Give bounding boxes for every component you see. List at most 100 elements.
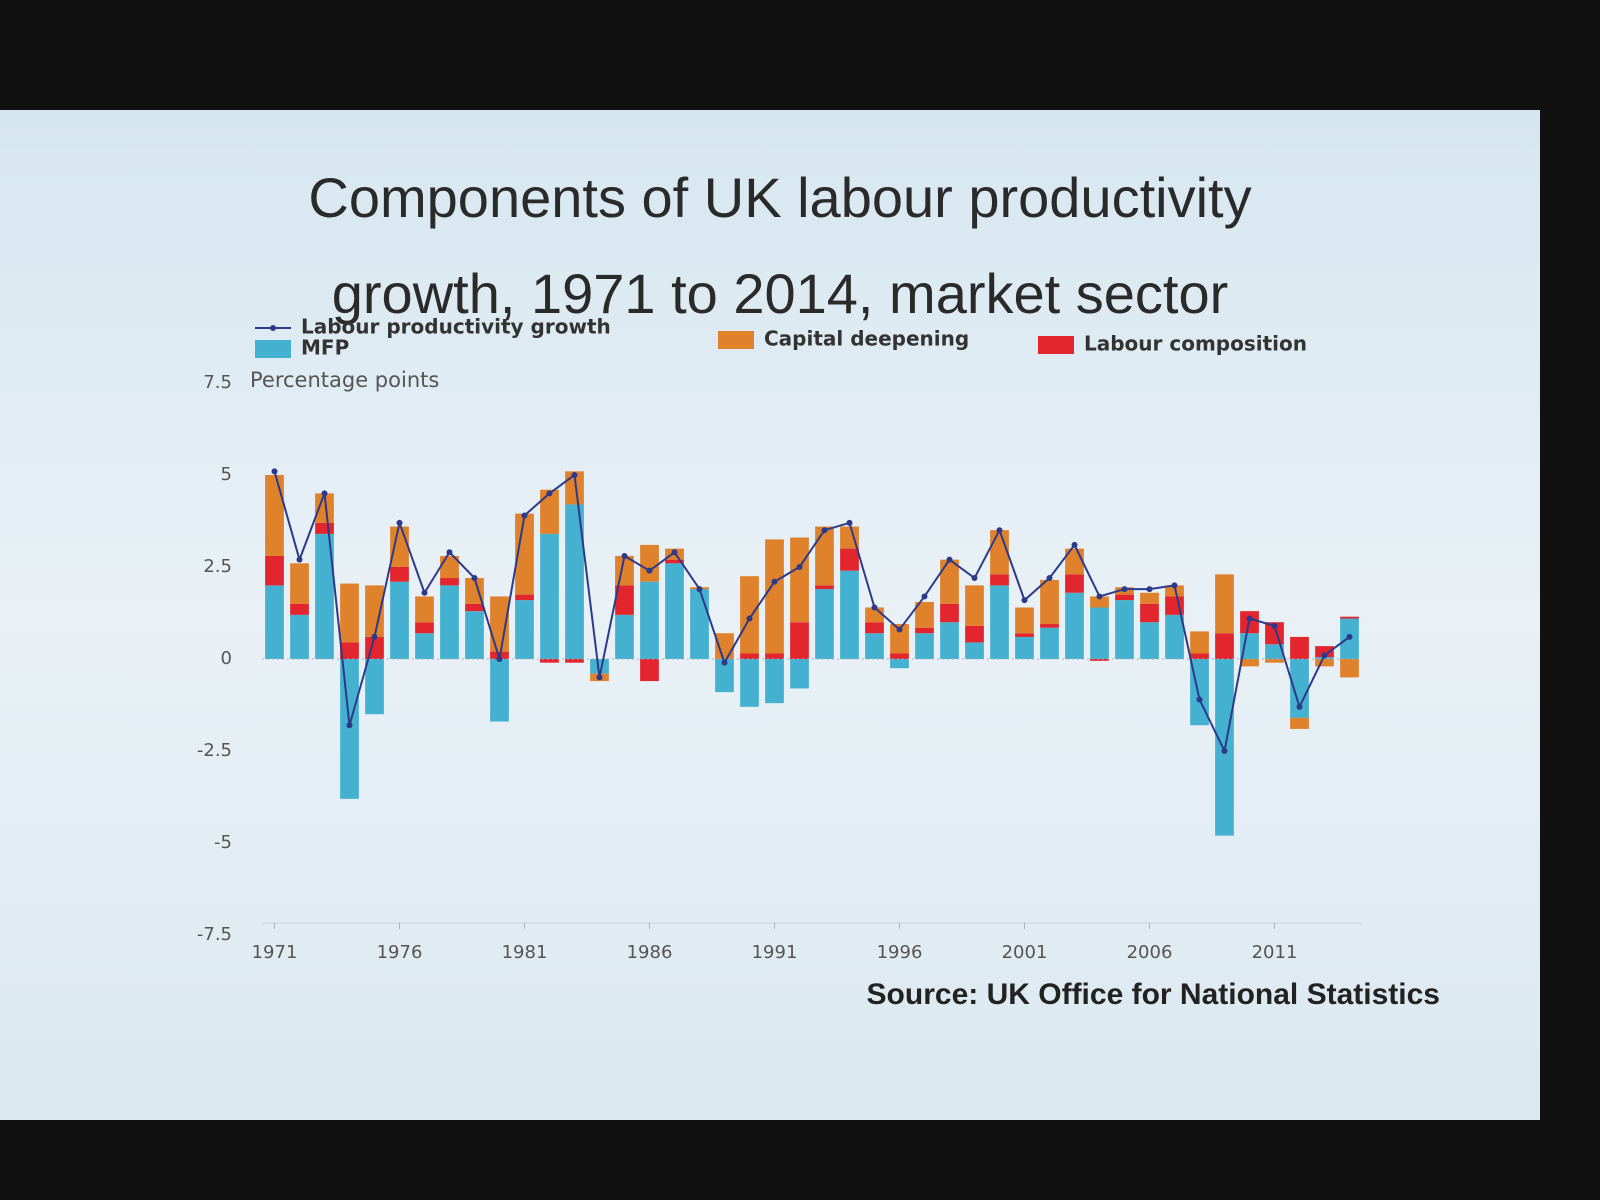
bar-segment	[740, 576, 759, 654]
line-point	[346, 722, 353, 729]
line-point	[671, 549, 678, 556]
legend-label: MFP	[301, 336, 349, 360]
legend-label: Capital deepening	[764, 327, 969, 351]
line-point	[696, 586, 703, 593]
bar-segment	[1265, 644, 1284, 659]
bar-segment	[1190, 631, 1209, 654]
line-point	[1246, 615, 1253, 622]
bar-segment	[1065, 592, 1084, 659]
bar-segment	[965, 585, 984, 626]
x-tick-label: 2011	[1252, 942, 1298, 963]
line-point	[1221, 748, 1228, 754]
bar-segment	[315, 533, 334, 659]
bar-segment	[965, 625, 984, 643]
bar-segment	[340, 642, 359, 659]
line-point	[1321, 652, 1328, 659]
bar-segment	[940, 603, 959, 623]
y-tick-label: 2.5	[203, 556, 232, 577]
legend-swatch	[255, 340, 291, 358]
line-point	[1096, 593, 1103, 600]
bar-segment	[865, 622, 884, 634]
x-tick-label: 1991	[752, 942, 798, 963]
line-point	[1171, 582, 1178, 589]
bar-segment	[315, 522, 334, 534]
line-point	[296, 556, 303, 563]
x-tick-label: 1996	[877, 942, 923, 963]
bar-segment	[515, 594, 534, 601]
line-point	[821, 527, 828, 534]
bar-segment	[490, 659, 509, 722]
bar-segment	[1290, 717, 1309, 729]
bar-segment	[1140, 592, 1159, 604]
line-point	[271, 468, 278, 475]
bar-segment	[740, 659, 759, 707]
bar-segment	[1040, 624, 1059, 628]
line-point	[571, 472, 578, 478]
line-point	[946, 556, 953, 563]
y-tick-label: -7.5	[197, 924, 232, 945]
bar-segment	[1090, 596, 1109, 608]
bar-segment	[790, 622, 809, 659]
bar-segment	[640, 544, 659, 582]
bar-segment	[315, 493, 334, 523]
bar-segment	[840, 548, 859, 571]
bar-segment	[890, 624, 909, 654]
bar-segment	[1090, 607, 1109, 659]
line-point	[771, 578, 778, 585]
bar-segment	[440, 578, 459, 586]
bar-segment	[690, 589, 709, 659]
legend-swatch	[270, 325, 276, 331]
legend-swatch	[718, 331, 754, 349]
bar-segment	[865, 633, 884, 659]
chart-title: Components of UK labour productivity gro…	[308, 166, 1252, 325]
bar-segment	[715, 659, 734, 693]
bar-segment	[615, 585, 634, 615]
x-tick-label: 1976	[377, 942, 423, 963]
bar-segment	[890, 659, 909, 669]
line-point	[746, 615, 753, 622]
bar-segment	[265, 555, 284, 586]
bar-segment	[390, 567, 409, 582]
bar-segment	[790, 659, 809, 689]
line-point	[396, 519, 403, 526]
y-tick-label: 7.5	[203, 372, 232, 393]
bar-segment	[1315, 646, 1334, 658]
bar-segment	[915, 633, 934, 659]
line-point	[896, 626, 903, 633]
line-point	[871, 604, 878, 611]
line-point	[646, 567, 653, 574]
bar-segment	[1015, 633, 1034, 637]
line-point	[1296, 703, 1303, 710]
y-tick-label: 5	[221, 464, 232, 485]
bar-segment	[1040, 579, 1059, 625]
bar-segment	[765, 659, 784, 704]
line-point	[1346, 633, 1353, 640]
bar-segment	[640, 581, 659, 659]
bar-segment	[415, 633, 434, 659]
bar-segment	[765, 539, 784, 654]
line-point	[721, 659, 728, 666]
bar-segment	[1215, 574, 1234, 634]
bar-segment	[1165, 614, 1184, 659]
bar-segment	[565, 659, 584, 663]
bar-segment	[915, 601, 934, 628]
line-point	[1046, 575, 1053, 582]
bar-segment	[1140, 603, 1159, 623]
bar-segment	[615, 614, 634, 659]
bar-segment	[1015, 636, 1034, 659]
bar-segment	[540, 533, 559, 659]
x-tick-label: 1971	[252, 942, 298, 963]
line-point	[1021, 597, 1028, 604]
line-point	[1121, 586, 1128, 593]
bar-segment	[1040, 627, 1059, 659]
bar-segment	[965, 642, 984, 659]
bar-segment	[1340, 616, 1359, 619]
bar-segment	[390, 581, 409, 659]
bar-segment	[1115, 594, 1134, 601]
bar-segment	[1215, 633, 1234, 659]
bar-segment	[840, 526, 859, 549]
bar-segment	[290, 603, 309, 615]
bar-segment	[1265, 659, 1284, 663]
bar-segment	[940, 622, 959, 659]
legend-swatch	[1038, 336, 1074, 354]
